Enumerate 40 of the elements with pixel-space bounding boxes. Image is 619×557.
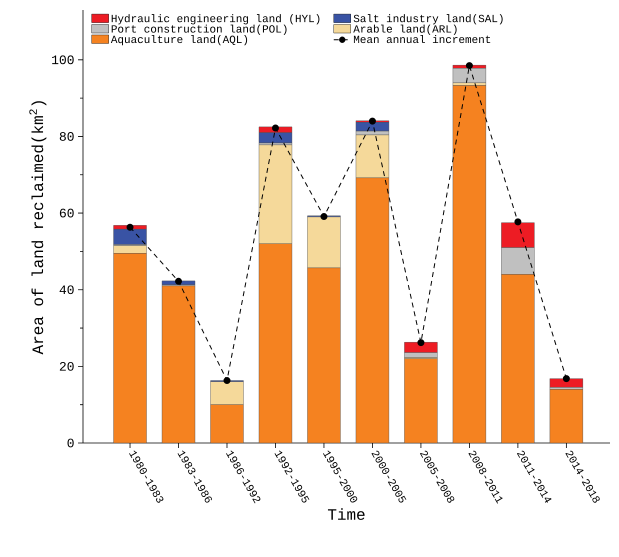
y-tick-label: 40 — [60, 285, 74, 294]
point — [175, 278, 182, 285]
x-axis-title: Time — [328, 508, 365, 520]
legend-label: Hydraulic engineering land (HYL) — [112, 14, 320, 24]
point — [368, 118, 376, 125]
bar — [113, 253, 147, 443]
bar — [356, 178, 390, 443]
y-tick-label: 20 — [60, 362, 74, 371]
point — [224, 377, 230, 384]
point — [562, 375, 570, 382]
bar — [356, 122, 390, 132]
y-axis-title: Area of land reclaimed(km$^{2}$) — [29, 101, 46, 354]
legend-label: Mean annual increment — [354, 35, 490, 44]
bar — [258, 244, 292, 443]
bar — [356, 134, 390, 178]
y-tick-label: 100 — [52, 55, 74, 64]
bar — [210, 381, 244, 405]
legend-label: Aquaculture land(AQL) — [110, 35, 248, 46]
point — [417, 339, 424, 346]
bar — [452, 68, 486, 83]
point — [514, 218, 522, 226]
bar — [307, 268, 341, 443]
bar — [210, 404, 244, 443]
bar — [501, 274, 535, 443]
y-tick-label: 0 — [68, 438, 74, 448]
point — [320, 213, 328, 220]
y-tick-label: 60 — [60, 208, 74, 218]
bar — [258, 144, 292, 244]
point — [466, 62, 473, 70]
bar — [307, 216, 341, 268]
bar — [404, 358, 438, 443]
bar — [162, 286, 196, 443]
point — [126, 224, 134, 231]
bar — [452, 85, 486, 443]
y-tick-label: 80 — [60, 132, 74, 141]
bar — [550, 389, 584, 443]
point — [272, 124, 279, 132]
legend-label: Port construction land(POL) — [112, 24, 287, 35]
legend-label: Salt industry land(SAL) — [354, 14, 503, 24]
legend-label: Arable land(ARL) — [353, 24, 457, 35]
